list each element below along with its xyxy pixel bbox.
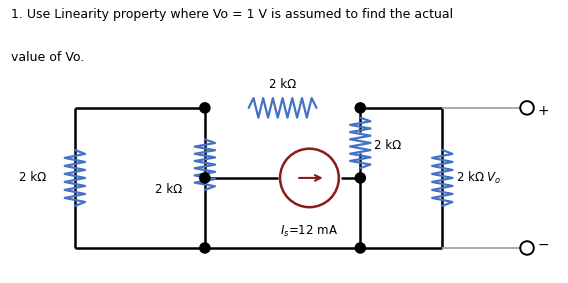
Text: −: − — [537, 238, 549, 252]
Text: 2 kΩ: 2 kΩ — [19, 171, 47, 185]
Ellipse shape — [200, 103, 210, 113]
Text: 2 kΩ $V_o$: 2 kΩ $V_o$ — [457, 170, 502, 186]
Text: $I_s$=12 mA: $I_s$=12 mA — [281, 224, 339, 239]
Ellipse shape — [355, 173, 365, 183]
Ellipse shape — [520, 241, 534, 255]
Ellipse shape — [520, 101, 534, 115]
Ellipse shape — [355, 243, 365, 253]
Ellipse shape — [200, 173, 210, 183]
Text: 1. Use Linearity property where Vo = 1 V is assumed to find the actual: 1. Use Linearity property where Vo = 1 V… — [11, 8, 453, 22]
Ellipse shape — [200, 243, 210, 253]
Text: 2 kΩ: 2 kΩ — [374, 139, 402, 152]
Text: +: + — [537, 104, 549, 118]
Ellipse shape — [280, 149, 339, 207]
Text: value of Vo.: value of Vo. — [11, 51, 85, 64]
Text: 2 kΩ: 2 kΩ — [155, 183, 182, 196]
Ellipse shape — [355, 103, 365, 113]
Text: 2 kΩ: 2 kΩ — [269, 78, 296, 91]
